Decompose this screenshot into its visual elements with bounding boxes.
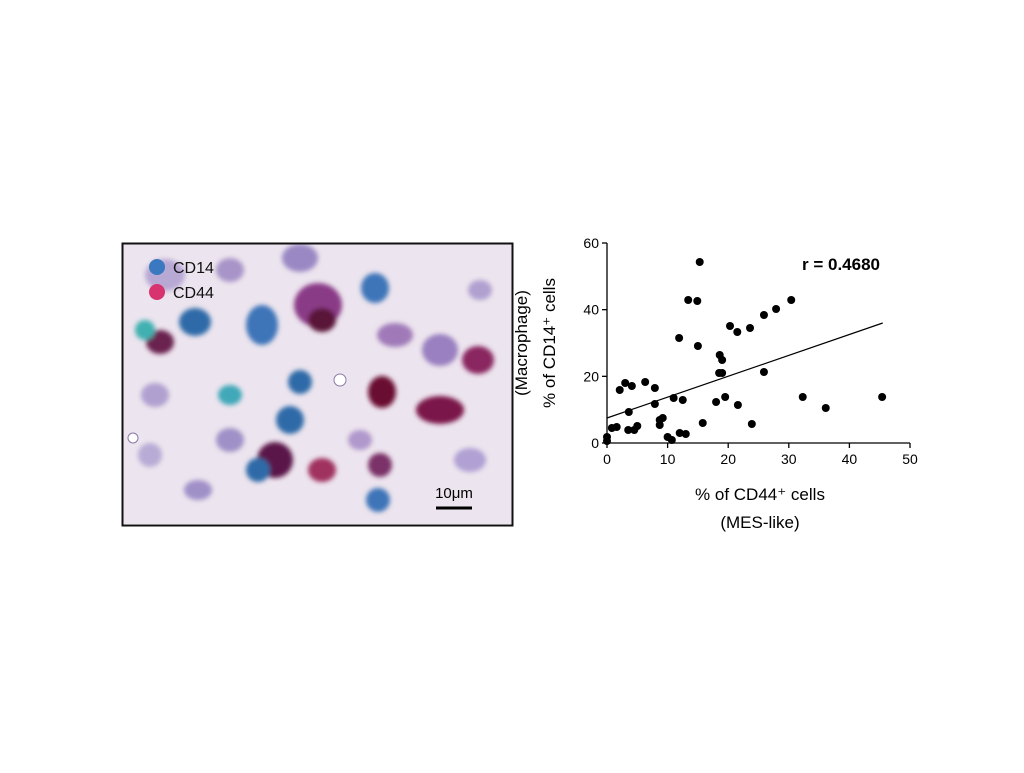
x-tick-label: 0 [603, 451, 611, 467]
scale-bar-label: 10μm [435, 485, 473, 502]
trend-line [606, 322, 883, 419]
data-point [878, 393, 887, 401]
annotation: r = 0.4680 [802, 255, 880, 274]
data-point [733, 328, 742, 336]
x-axis-title: % of CD44⁺ cells [695, 485, 825, 504]
x-tick-label: 40 [842, 451, 858, 467]
data-point [603, 433, 611, 441]
y-axis-subtitle: (Macrophage) [512, 290, 531, 396]
data-point [695, 258, 704, 266]
data-point [633, 422, 642, 430]
data-point [759, 368, 768, 376]
x-tick-label: 10 [660, 451, 676, 467]
legend-label: CD14 [173, 260, 214, 277]
data-point [612, 423, 621, 431]
data-point [678, 396, 687, 404]
x-tick-label: 50 [902, 451, 918, 467]
data-point [641, 378, 650, 386]
y-axis-title: % of CD14⁺ cells [540, 278, 559, 408]
data-point [650, 384, 659, 392]
data-point [667, 436, 676, 444]
data-point [675, 429, 684, 437]
data-point [772, 305, 781, 313]
data-point [655, 421, 664, 429]
y-tick-label: 40 [583, 302, 599, 318]
data-point [693, 297, 702, 305]
data-point [669, 394, 678, 402]
data-point [684, 296, 693, 304]
data-point [624, 426, 633, 434]
y-tick-label: 60 [583, 235, 599, 251]
data-point [733, 401, 742, 409]
data-point [615, 386, 624, 394]
data-point [624, 408, 633, 416]
legend-swatch [149, 259, 165, 275]
x-tick-label: 20 [720, 451, 736, 467]
data-point [650, 400, 659, 408]
data-point [693, 342, 702, 350]
data-point [681, 430, 690, 438]
data-point [821, 404, 830, 412]
data-point [621, 379, 630, 387]
legend-swatch [149, 284, 165, 300]
data-point [798, 393, 807, 401]
data-point [787, 296, 796, 304]
data-point [746, 324, 755, 332]
data-point [712, 398, 721, 406]
legend-label: CD44 [173, 285, 214, 302]
data-point [721, 393, 730, 401]
x-axis-subtitle: (MES-like) [720, 513, 799, 532]
data-point [675, 334, 684, 342]
data-point [726, 322, 735, 330]
data-point [698, 419, 707, 427]
data-point [747, 420, 756, 428]
y-tick-label: 20 [583, 368, 599, 384]
y-tick-label: 0 [591, 435, 599, 451]
micrograph-border [121, 242, 514, 527]
data-point [718, 369, 727, 377]
data-point [627, 382, 636, 390]
x-tick-label: 30 [781, 451, 797, 467]
data-point [759, 311, 768, 319]
data-point [658, 414, 667, 422]
data-point [718, 356, 727, 364]
